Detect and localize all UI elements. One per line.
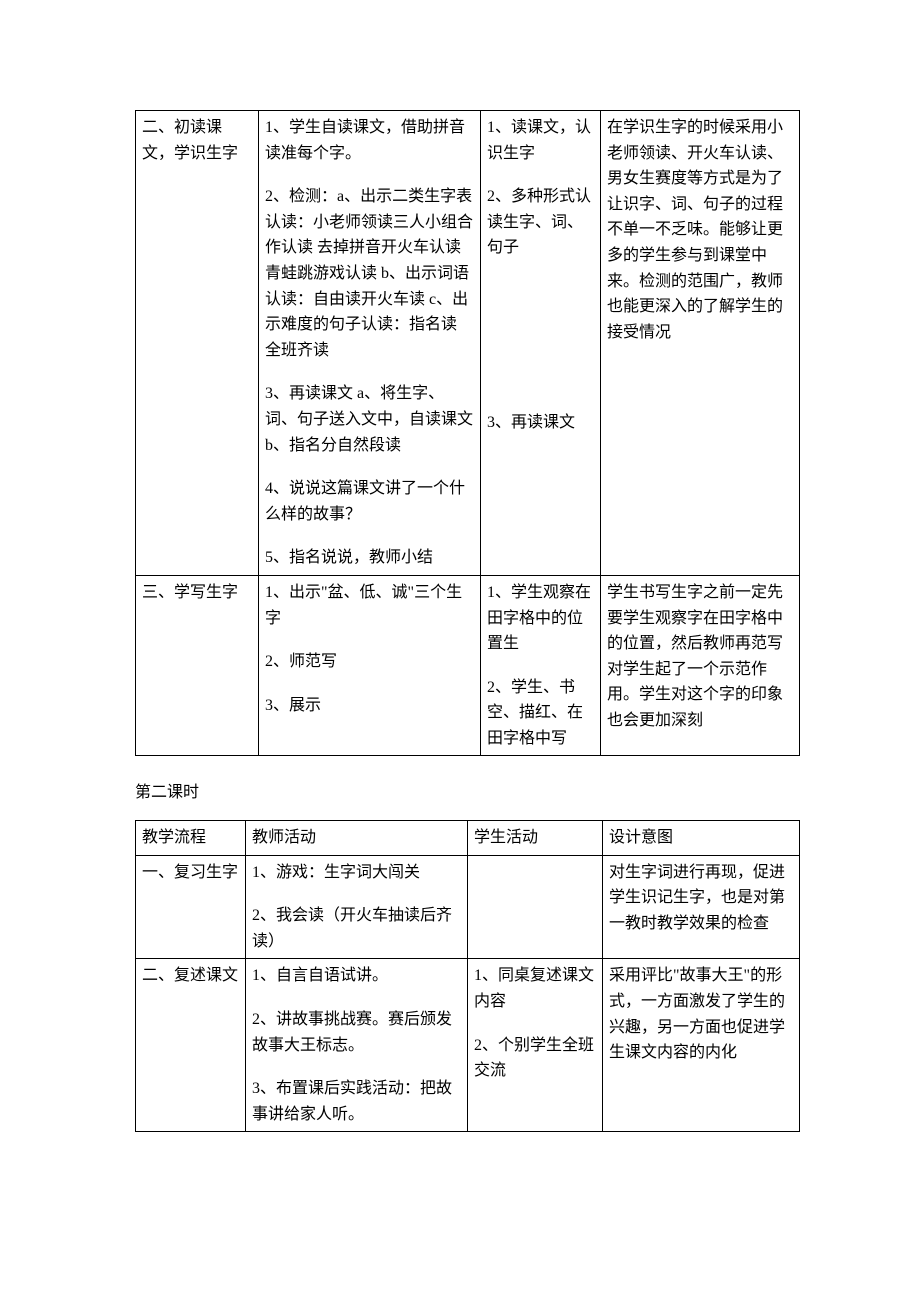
paragraph: 2、学生、书空、描红、在田字格中写	[487, 675, 594, 752]
paragraph: 2、师范写	[265, 649, 474, 675]
lesson-table-2: 教学流程 教师活动 学生活动 设计意图 一、复习生字 1、游戏：生字词大闯关 2…	[135, 820, 800, 1132]
paragraph: 2、个别学生全班交流	[474, 1033, 596, 1084]
table-row: 三、学写生字 1、出示"盆、低、诚"三个生字 2、师范写 3、展示 1、学生观察…	[136, 575, 800, 756]
paragraph	[487, 279, 594, 305]
cell-stage: 三、学写生字	[136, 575, 259, 756]
cell-design-intent: 在学识生字的时候采用小老师领读、开火车认读、男女生赛度等方式是为了让识字、词、句…	[601, 111, 800, 576]
cell-teacher-activity: 1、出示"盆、低、诚"三个生字 2、师范写 3、展示	[259, 575, 481, 756]
paragraph: 2、多种形式认读生字、词、句子	[487, 184, 594, 261]
paragraph: 3、展示	[265, 693, 474, 719]
paragraph: 1、学生观察在田字格中的位置生	[487, 580, 594, 657]
table-row: 一、复习生字 1、游戏：生字词大闯关 2、我会读（开火车抽读后齐读） 对生字词进…	[136, 855, 800, 959]
cell-teacher-activity: 1、游戏：生字词大闯关 2、我会读（开火车抽读后齐读）	[246, 855, 468, 959]
paragraph: 2、讲故事挑战赛。赛后颁发故事大王标志。	[252, 1007, 461, 1058]
paragraph: 3、布置课后实践活动：把故事讲给家人听。	[252, 1076, 461, 1127]
paragraph: 3、再读课文 a、将生字、词、句子送入文中，自读课文 b、指名分自然段读	[265, 381, 474, 458]
paragraph	[487, 323, 594, 349]
cell-stage: 二、复述课文	[136, 959, 246, 1132]
lesson-table-1: 二、初读课文，学识生字 1、学生自读课文，借助拼音读准每个字。 2、检测：a、出…	[135, 110, 800, 756]
cell-student-activity	[468, 855, 603, 959]
paragraph: 1、同桌复述课文内容	[474, 963, 596, 1014]
cell-stage: 二、初读课文，学识生字	[136, 111, 259, 576]
header-cell: 设计意图	[603, 821, 800, 856]
table-row: 二、初读课文，学识生字 1、学生自读课文，借助拼音读准每个字。 2、检测：a、出…	[136, 111, 800, 576]
cell-design-intent: 学生书写生字之前一定先要学生观察字在田字格中的位置，然后教师再范写对学生起了一个…	[601, 575, 800, 756]
paragraph: 1、出示"盆、低、诚"三个生字	[265, 580, 474, 631]
cell-design-intent: 采用评比"故事大王"的形式，一方面激发了学生的兴趣，另一方面也促进学生课文内容的…	[603, 959, 800, 1132]
paragraph	[487, 366, 594, 392]
cell-teacher-activity: 1、自言自语试讲。 2、讲故事挑战赛。赛后颁发故事大王标志。 3、布置课后实践活…	[246, 959, 468, 1132]
paragraph: 2、检测：a、出示二类生字表认读：小老师领读三人小组合作认读 去掉拼音开火车认读…	[265, 184, 474, 363]
header-cell: 教师活动	[246, 821, 468, 856]
paragraph: 1、游戏：生字词大闯关	[252, 860, 461, 886]
document-page: 二、初读课文，学识生字 1、学生自读课文，借助拼音读准每个字。 2、检测：a、出…	[0, 0, 920, 1302]
cell-student-activity: 1、同桌复述课文内容 2、个别学生全班交流	[468, 959, 603, 1132]
header-cell: 学生活动	[468, 821, 603, 856]
section-heading: 第二课时	[135, 780, 800, 806]
paragraph: 1、自言自语试讲。	[252, 963, 461, 989]
header-cell: 教学流程	[136, 821, 246, 856]
cell-design-intent: 对生字词进行再现，促进学生识记生字，也是对第一教时教学效果的检查	[603, 855, 800, 959]
paragraph: 1、读课文，认识生字	[487, 115, 594, 166]
table-row: 二、复述课文 1、自言自语试讲。 2、讲故事挑战赛。赛后颁发故事大王标志。 3、…	[136, 959, 800, 1132]
cell-stage: 一、复习生字	[136, 855, 246, 959]
cell-teacher-activity: 1、学生自读课文，借助拼音读准每个字。 2、检测：a、出示二类生字表认读：小老师…	[259, 111, 481, 576]
paragraph: 4、说说这篇课文讲了一个什么样的故事？	[265, 476, 474, 527]
paragraph: 3、再读课文	[487, 410, 594, 436]
paragraph: 2、我会读（开火车抽读后齐读）	[252, 903, 461, 954]
paragraph: 5、指名说说，教师小结	[265, 545, 474, 571]
paragraph: 1、学生自读课文，借助拼音读准每个字。	[265, 115, 474, 166]
table-header-row: 教学流程 教师活动 学生活动 设计意图	[136, 821, 800, 856]
cell-student-activity: 1、学生观察在田字格中的位置生 2、学生、书空、描红、在田字格中写	[481, 575, 601, 756]
cell-student-activity: 1、读课文，认识生字 2、多种形式认读生字、词、句子 3、再读课文	[481, 111, 601, 576]
